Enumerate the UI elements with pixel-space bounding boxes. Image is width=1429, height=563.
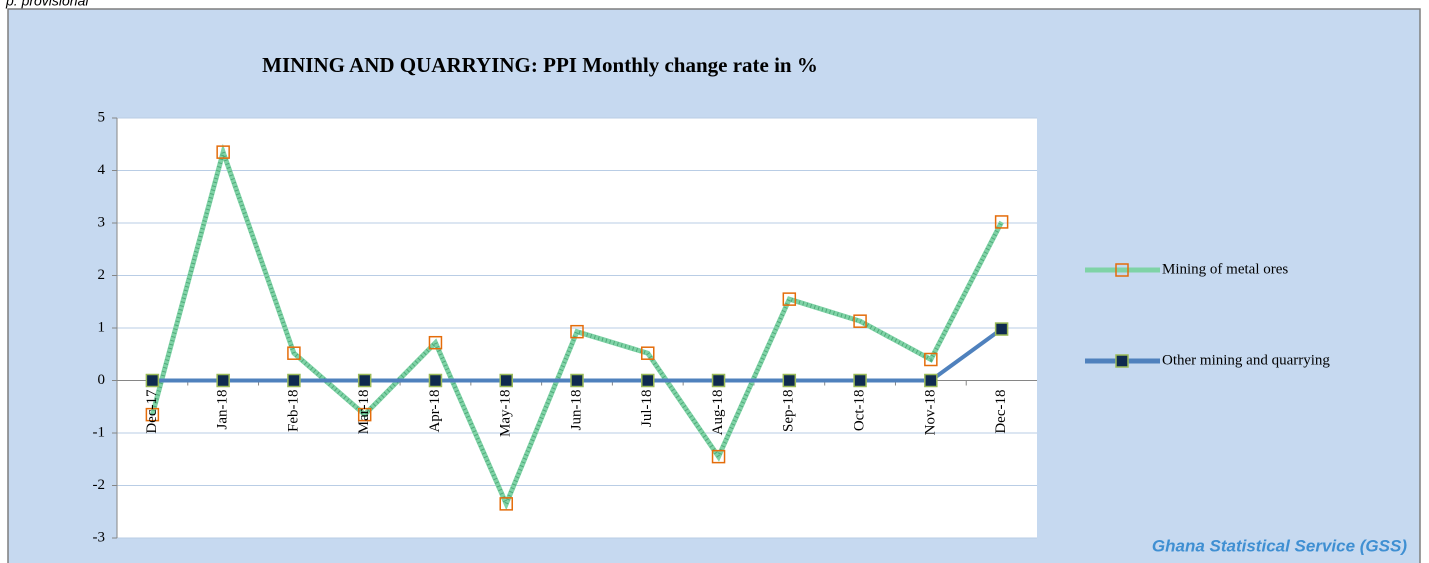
x-tick-label: Feb-18: [285, 390, 301, 433]
y-tick-label: -2: [93, 477, 106, 493]
marker: [853, 314, 867, 328]
y-tick-label: 4: [98, 162, 106, 178]
y-tick-label: 0: [98, 372, 106, 388]
marker: [711, 449, 726, 464]
x-tick-label: Jan-18: [215, 390, 231, 430]
marker: [570, 324, 584, 339]
marker: [428, 373, 443, 388]
marker: [216, 373, 230, 388]
marker: [287, 346, 301, 360]
marker: [570, 373, 584, 388]
marker: [924, 352, 938, 367]
note: p: provisional: [5, 0, 89, 9]
legend-marker: [1115, 263, 1129, 277]
marker: [853, 373, 867, 388]
x-tick-label: Dec-18: [993, 390, 1009, 434]
marker: [357, 373, 372, 388]
x-tick-label: Mar-18: [356, 390, 372, 435]
marker: [499, 497, 513, 511]
marker: [357, 407, 372, 422]
marker: [428, 335, 443, 350]
marker: [287, 373, 301, 388]
marker: [499, 373, 513, 388]
series-line: [149, 143, 1004, 511]
x-tick-label: Dec-17: [144, 389, 160, 434]
x-tick-label: Jun-18: [568, 390, 584, 431]
legend-label: Other mining and quarrying: [1162, 352, 1330, 368]
marker: [782, 373, 797, 388]
marker: [782, 292, 797, 306]
y-tick-label: -3: [93, 529, 106, 545]
x-tick-label: Jul-18: [639, 390, 655, 428]
y-tick-label: 5: [98, 109, 106, 125]
marks: [145, 143, 1009, 511]
source: Ghana Statistical Service (GSS): [1152, 536, 1407, 555]
marker: [145, 373, 160, 388]
y-tick-label: 1: [98, 319, 106, 335]
marker: [924, 373, 938, 388]
x-tick-label: Sep-18: [781, 390, 797, 433]
y-tick-label: 3: [98, 214, 106, 230]
legend-label: Mining of metal ores: [1162, 261, 1288, 277]
x-tick-label: May-18: [498, 390, 514, 438]
marker: [994, 322, 1009, 336]
legend-marker: [1115, 354, 1129, 368]
marker: [641, 346, 655, 360]
marker: [641, 373, 655, 388]
x-tick-label: Oct-18: [852, 390, 868, 432]
y-tick-label: -1: [93, 424, 106, 440]
chart-title: MINING AND QUARRYING: PPI Monthly change…: [262, 53, 818, 77]
x-tick-label: Aug-18: [710, 390, 726, 436]
marker: [216, 145, 230, 159]
marker: [711, 373, 726, 388]
marker: [145, 407, 160, 422]
x-tick-label: Nov-18: [922, 390, 938, 436]
marker: [994, 215, 1009, 229]
x-tick-label: Apr-18: [427, 390, 443, 433]
y-tick-label: 2: [98, 267, 106, 283]
